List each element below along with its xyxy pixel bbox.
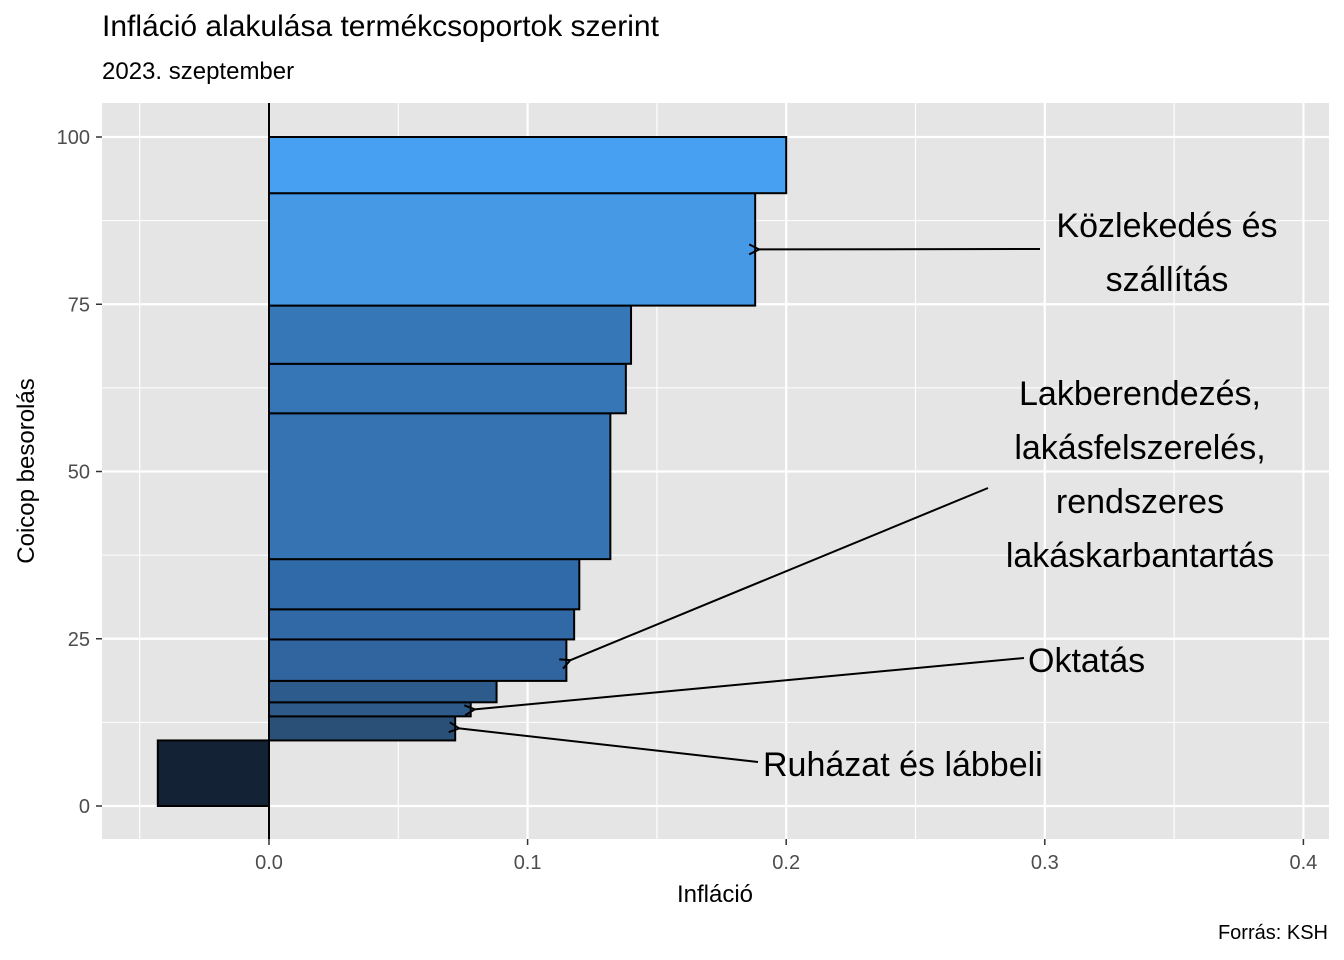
- annotation-label-2-line-4: lakáskarbantartás: [1006, 537, 1274, 575]
- x-axis-ticks: 0.0 0.1 0.2 0.3 0.4: [255, 839, 1317, 874]
- chart-subtitle: 2023. szeptember: [102, 58, 295, 85]
- annotations-group: Közlekedés és szállítás Lakberendezés, laká…: [459, 207, 1278, 784]
- bar-4: [268, 679, 498, 704]
- annotation-label-2-line-2: lakásfelszerelés,: [1014, 429, 1265, 467]
- y-tick-label: 0: [79, 796, 90, 818]
- bar-12: [268, 136, 788, 195]
- bar-3: [268, 701, 472, 718]
- bar-2: [268, 715, 457, 742]
- y-axis-title: Coicop besorolás: [13, 378, 40, 563]
- bar-10: [268, 304, 633, 365]
- y-axis-ticks: 0 25 50 75 100: [57, 127, 102, 818]
- y-tick-label: 75: [68, 294, 90, 316]
- x-tick-label: 0.4: [1289, 852, 1317, 874]
- bars-group: [156, 136, 788, 807]
- bar-11: [268, 192, 757, 307]
- annotation-arrow-4: [459, 728, 759, 763]
- annotation-label-3-line-1: Oktatás: [1028, 642, 1145, 680]
- annotation-label-1-line-1: Közlekedés és: [1056, 207, 1277, 245]
- annotation-arrow-2: [570, 487, 989, 660]
- annotation-label-2-line-1: Lakberendezés,: [1019, 375, 1261, 413]
- bar-1: [156, 739, 270, 807]
- bar-8: [268, 412, 612, 561]
- annotation-label-4-line-1: Ruházat és lábbeli: [763, 746, 1043, 784]
- bar-7: [268, 558, 581, 611]
- source-caption: Forrás: KSH: [1217, 922, 1328, 944]
- bar-5: [268, 638, 568, 682]
- chart-title: Infláció alakulása termékcsoportok szeri…: [102, 10, 659, 43]
- annotation-label-1-line-2: szállítás: [1106, 261, 1229, 299]
- x-tick-label: 0.3: [1031, 852, 1059, 874]
- bar-9: [268, 362, 627, 415]
- x-tick-label: 0.0: [255, 852, 283, 874]
- x-tick-label: 0.1: [514, 852, 542, 874]
- x-axis-title: Infláció: [677, 881, 753, 908]
- y-tick-label: 100: [57, 127, 90, 149]
- x-tick-label: 0.2: [772, 852, 800, 874]
- y-tick-label: 50: [68, 462, 90, 484]
- y-tick-label: 25: [68, 629, 90, 651]
- annotation-label-2-line-3: rendszeres: [1056, 483, 1224, 521]
- annotation-arrow-3: [475, 657, 1025, 709]
- bar-6: [268, 608, 576, 641]
